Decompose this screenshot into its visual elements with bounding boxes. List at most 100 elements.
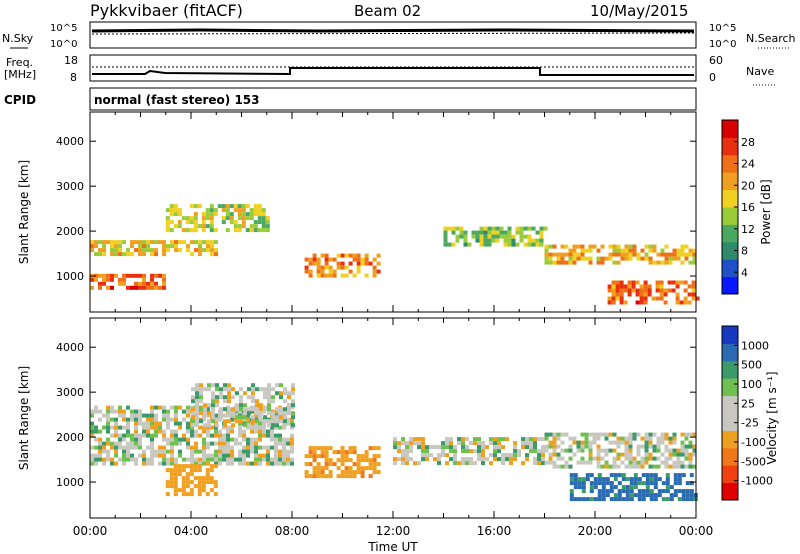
echo-cell — [209, 220, 214, 225]
echo-cell — [588, 440, 593, 445]
echo-cell — [461, 441, 465, 446]
colorbar-tick-label: 28 — [741, 136, 755, 149]
echo-cell — [665, 489, 670, 494]
echo-cell — [604, 448, 609, 453]
echo-cell — [94, 425, 98, 430]
echo-cell — [580, 248, 585, 253]
echo-cell — [230, 417, 234, 422]
echo-cell — [584, 256, 589, 261]
echo-cell — [503, 242, 508, 247]
echo-cell — [491, 230, 496, 235]
echo-cell — [664, 448, 669, 453]
echo-cell — [255, 407, 259, 412]
colorbar-segment — [722, 395, 738, 414]
echo-cell — [421, 445, 425, 450]
echo-cell — [283, 407, 287, 412]
echo-cell — [628, 244, 633, 249]
echo-cell — [644, 252, 649, 257]
echo-cell — [397, 449, 401, 454]
echo-cell — [684, 252, 689, 257]
echo-cell — [660, 252, 665, 257]
echo-cell — [198, 449, 202, 454]
echo-cell — [675, 296, 680, 301]
echo-cell — [118, 277, 122, 282]
echo-cell — [162, 457, 166, 462]
echo-cell — [533, 449, 537, 454]
echo-cell — [114, 244, 118, 249]
echo-cell — [619, 284, 624, 289]
echo-cell — [612, 456, 617, 461]
echo-cell — [211, 383, 215, 388]
echo-cell — [134, 409, 138, 414]
echo-cell — [348, 470, 353, 475]
echo-cell — [601, 497, 606, 502]
echo-cell — [560, 456, 565, 461]
echo-cell — [222, 425, 226, 430]
echo-cell — [267, 411, 271, 416]
echo-cell — [636, 256, 641, 261]
echo-cell — [130, 409, 134, 414]
echo-cell — [222, 441, 226, 446]
echo-cell — [206, 405, 210, 410]
echo-cell — [632, 252, 637, 257]
echo-cell — [596, 460, 601, 465]
echo-cell — [556, 456, 561, 461]
echo-cell — [324, 265, 329, 270]
echo-cell — [588, 460, 593, 465]
echo-cell — [142, 429, 146, 434]
echo-cell — [659, 288, 664, 293]
echo-cell — [258, 417, 262, 422]
echo-cell — [130, 285, 134, 290]
echo-cell — [692, 444, 697, 449]
echo-cell — [195, 407, 199, 412]
echo-cell — [328, 458, 333, 463]
colorbar-segment — [722, 482, 738, 501]
echo-cell — [405, 445, 409, 450]
echo-cell — [138, 273, 142, 278]
echo-cell — [275, 415, 279, 420]
echo-cell — [253, 204, 258, 209]
echo-cell — [457, 437, 461, 442]
echo-cell — [364, 466, 369, 471]
echo-cell — [199, 399, 203, 404]
echo-cell — [629, 493, 634, 498]
echo-cell — [278, 449, 282, 454]
echo-cell — [194, 240, 198, 245]
echo-cell — [258, 457, 262, 462]
echo-cell — [312, 466, 317, 471]
echo-cell — [243, 423, 247, 428]
echo-cell — [465, 449, 469, 454]
echo-cell — [130, 273, 134, 278]
echo-cell — [397, 457, 401, 462]
echo-cell — [584, 440, 589, 445]
echo-cell — [286, 461, 290, 466]
echo-cell — [356, 470, 361, 475]
echo-cell — [122, 437, 126, 442]
echo-cell — [668, 256, 673, 261]
echo-cell — [617, 493, 622, 498]
echo-cell — [270, 433, 274, 438]
echo-cell — [332, 450, 337, 455]
echo-cell — [519, 234, 524, 239]
echo-cell — [556, 444, 561, 449]
echo-cell — [328, 273, 333, 278]
echo-cell — [552, 432, 557, 437]
echo-cell — [525, 453, 529, 458]
echo-cell — [372, 458, 377, 463]
echo-cell — [247, 387, 251, 392]
echo-cell — [201, 228, 206, 233]
echo-cell — [170, 461, 174, 466]
echo-cell — [274, 461, 278, 466]
echo-cell — [290, 437, 294, 442]
echo-cell — [519, 238, 524, 243]
colorbar-segment — [722, 154, 738, 173]
echo-cell — [651, 296, 656, 301]
echo-cell — [465, 461, 469, 466]
echo-cell — [493, 445, 497, 450]
echo-cell — [308, 273, 313, 278]
echo-cell — [652, 432, 657, 437]
echo-cell — [463, 242, 468, 247]
echo-cell — [519, 226, 524, 231]
echo-cell — [652, 448, 657, 453]
